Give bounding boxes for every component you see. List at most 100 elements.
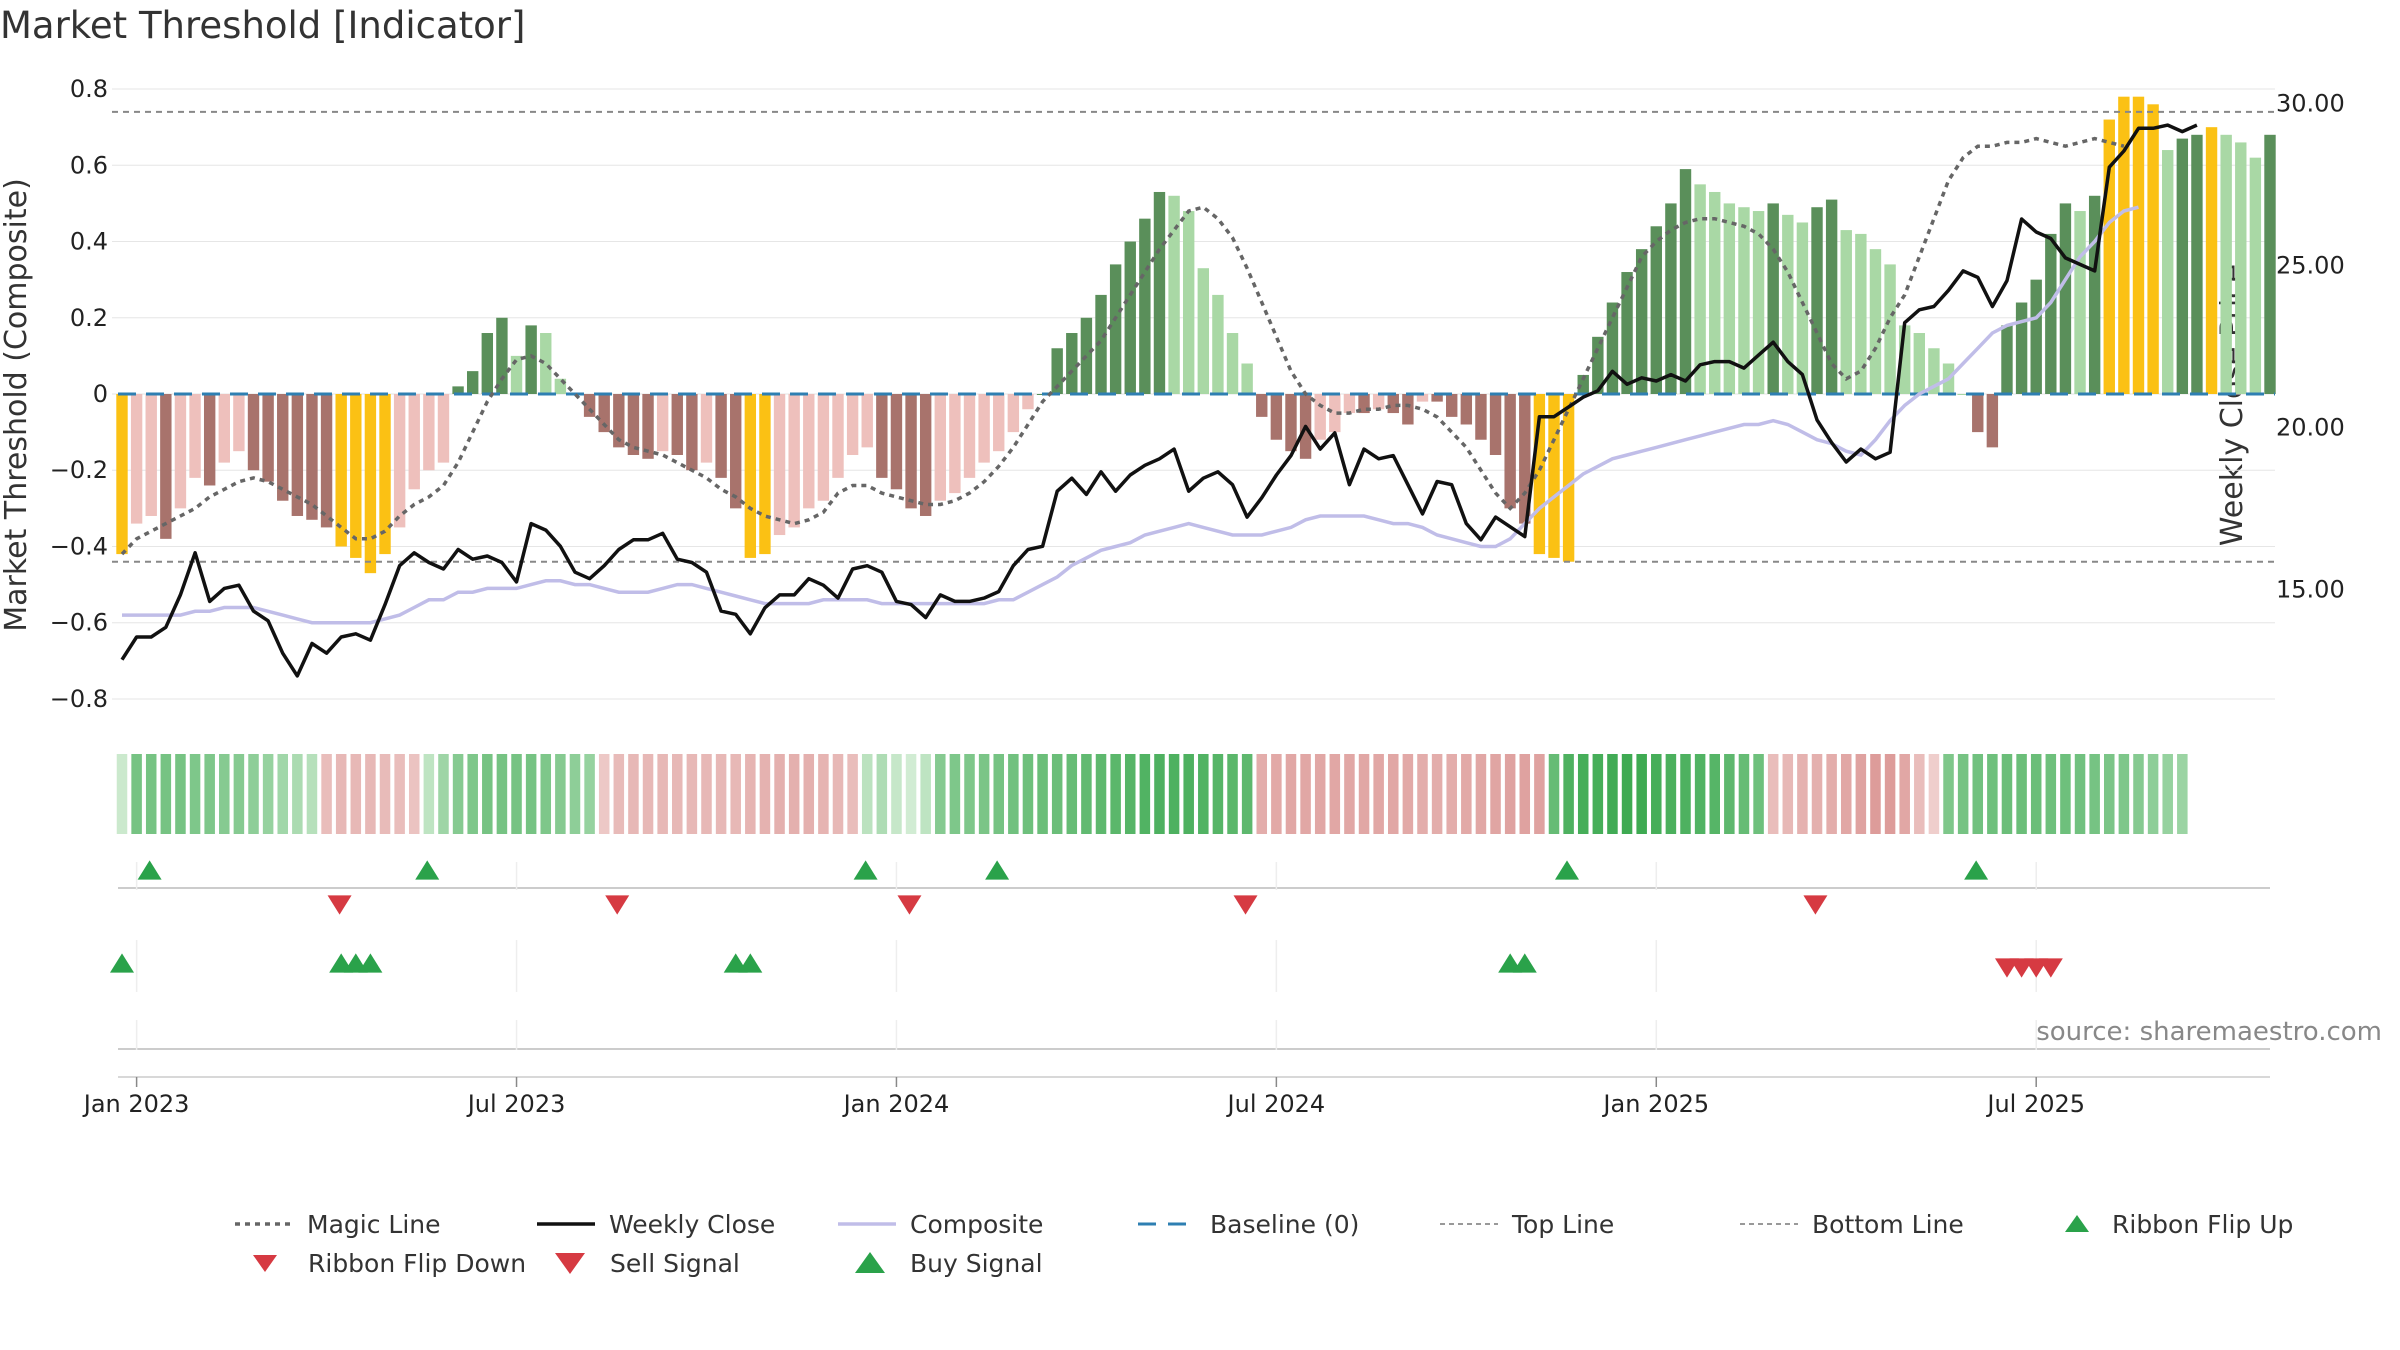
histogram-bar [1709, 191, 1721, 394]
histogram-bar [2220, 134, 2232, 395]
ribbon-cell [1022, 754, 1034, 834]
histogram-bar [1972, 394, 1984, 433]
ribbon-cell [905, 754, 917, 834]
legend-label: Sell Signal [610, 1249, 740, 1278]
legend: Magic Line Weekly Close Composite Baseline … [235, 1210, 2293, 1278]
ribbon-cell [1563, 754, 1574, 834]
ribbon-cell [1271, 754, 1282, 834]
ribbon-cell [1972, 754, 1984, 834]
x-tick-label: Jul 2025 [1985, 1090, 2085, 1118]
ribbon-cell [525, 754, 537, 834]
ribbon-cell [394, 754, 405, 834]
ribbon-cell [350, 754, 362, 834]
histogram-bar [1577, 374, 1589, 394]
ribbon-cell [233, 754, 245, 834]
ribbon-cell [175, 754, 186, 834]
histogram-bar [598, 394, 610, 433]
histogram-bar [890, 394, 903, 490]
histogram-bar [744, 394, 757, 558]
histogram-bar [1212, 294, 1224, 394]
ribbon-cell [160, 754, 172, 834]
ribbon-cell [2001, 754, 2013, 834]
ribbon-cell [408, 754, 420, 834]
ribbon-cell [1577, 754, 1589, 834]
ribbon-cell [1884, 754, 1896, 834]
histogram-bar [1752, 211, 1765, 394]
histogram-bar [1095, 294, 1107, 394]
histogram-bar [1884, 264, 1896, 394]
ribbon-cell [1753, 754, 1764, 834]
left-tick-label: 0.6 [70, 151, 108, 179]
ribbon-cell [1095, 754, 1107, 834]
left-axis-ticks: 0.8 0.6 0.4 0.2 0 −0.2 −0.4 −0.6 −0.8 [50, 75, 108, 713]
x-tick-label: Jul 2023 [466, 1090, 566, 1118]
ribbon-cell [1724, 754, 1735, 834]
ribbon-cell [1899, 754, 1910, 834]
legend-item-flipdown: Ribbon Flip Down [253, 1249, 526, 1278]
histogram-bar [978, 394, 990, 463]
histogram-bar [2132, 96, 2145, 395]
histogram-bar [1986, 394, 1999, 448]
histogram-bars [116, 96, 2276, 574]
histogram-bar [160, 394, 172, 539]
histogram-bar [1314, 394, 1326, 440]
histogram-bar [876, 394, 888, 478]
histogram-bar [496, 317, 508, 394]
histogram-bar [364, 394, 377, 574]
histogram-bar [1562, 394, 1575, 562]
histogram-bar [1109, 264, 1122, 394]
legend-swatch [253, 1255, 277, 1272]
histogram-bar [437, 394, 450, 463]
histogram-bar [1840, 230, 1852, 394]
ribbon-flip-up-marker [415, 860, 440, 880]
legend-item-sell: Sell Signal [555, 1249, 740, 1278]
legend-label: Ribbon Flip Down [308, 1249, 526, 1278]
histogram-bar [934, 394, 946, 501]
ribbon-cell [2089, 754, 2100, 834]
buy-signal-marker [738, 953, 763, 973]
ribbon-cell [1358, 754, 1370, 834]
legend-label: Composite [910, 1210, 1043, 1239]
ribbon-flip-down-marker [605, 895, 630, 915]
histogram-bar [1913, 333, 1926, 394]
histogram-bar [2015, 302, 2028, 394]
ribbon-flip-up-marker [853, 860, 878, 880]
left-tick-label: 0.8 [70, 75, 108, 103]
histogram-bar [583, 394, 596, 417]
ribbon-cell [1110, 754, 1121, 834]
ribbon-flip-up-marker [1555, 860, 1579, 880]
histogram-bar [2001, 325, 2013, 394]
ribbon-cell [423, 754, 435, 834]
ribbon-cell [2045, 754, 2057, 834]
histogram-bar [393, 394, 406, 528]
histogram-bar [2059, 203, 2072, 394]
right-tick-label: 30.00 [2276, 89, 2345, 117]
ribbon-cell [1461, 754, 1472, 834]
histogram-bar [481, 333, 494, 394]
ribbon-cell [1168, 754, 1180, 834]
histogram-bar [1066, 333, 1078, 394]
ribbon-cell [1665, 754, 1677, 834]
ribbon-cell [2177, 754, 2188, 834]
ribbon-cell [730, 754, 741, 834]
ribbon-cell [1490, 754, 1501, 834]
ribbon-cell [1826, 754, 1837, 834]
histogram-bar [1460, 394, 1473, 425]
histogram-bar [189, 394, 201, 478]
buy-signal-marker [358, 953, 383, 973]
legend-label: Magic Line [307, 1210, 441, 1239]
histogram-bar [613, 394, 625, 448]
x-tick-label: Jul 2024 [1226, 1090, 1326, 1118]
histogram-bar [1270, 394, 1283, 440]
histogram-bar [2118, 96, 2130, 395]
ribbon-cell [949, 754, 961, 834]
left-tick-label: −0.6 [50, 609, 108, 637]
ribbon-cell [1008, 754, 1019, 834]
histogram-bar [1124, 241, 1136, 394]
legend-swatch [855, 1252, 885, 1273]
ribbon-cell [657, 754, 668, 834]
weekly-close-line [120, 123, 2198, 678]
histogram-bar [423, 394, 435, 471]
ribbon-cell [1198, 754, 1209, 834]
ribbon-cell [701, 754, 712, 834]
